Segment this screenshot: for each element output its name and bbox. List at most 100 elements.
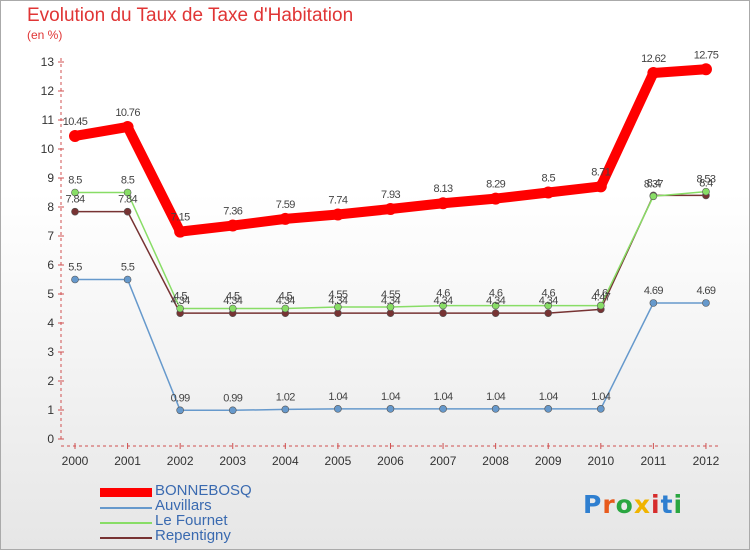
series-auvillars	[71, 275, 710, 415]
data-label-le-fournet-2007: 4.6	[436, 288, 450, 300]
x-tick-label-2007: 2007	[430, 454, 457, 468]
data-label-bonnebosq-2003: 7.36	[223, 206, 242, 218]
data-label-le-fournet-2000: 8.5	[68, 175, 82, 187]
data-point-le-fournet-2009	[544, 301, 553, 310]
series-le-fournet	[71, 187, 710, 313]
data-label-repentigny-2001: 7.84	[118, 194, 137, 206]
x-tick-label-2009: 2009	[535, 454, 562, 468]
data-label-auvillars-2008: 1.04	[486, 391, 505, 403]
y-tick-label-12: 12	[41, 84, 55, 98]
data-point-auvillars-2007	[439, 405, 447, 413]
legend-swatch-repentigny	[100, 537, 152, 539]
data-point-auvillars-2001	[123, 275, 132, 284]
series-bonnebosq	[69, 63, 712, 238]
data-label-repentigny-2003: 4.34	[223, 295, 242, 307]
y-tick-label-7: 7	[47, 229, 54, 243]
data-label-bonnebosq-2011: 12.62	[641, 53, 666, 65]
legend-swatch-auvillars	[100, 507, 152, 509]
data-label-bonnebosq-2002: 7.15	[171, 212, 190, 224]
data-label-bonnebosq-2007: 8.13	[434, 183, 453, 195]
logo-letter: i	[651, 490, 661, 519]
y-tick-label-4: 4	[47, 316, 54, 330]
logo-letter: o	[615, 490, 634, 519]
y-tick-label-1: 1	[47, 403, 54, 417]
data-point-repentigny-2008	[491, 309, 500, 317]
data-label-bonnebosq-2010: 8.71	[591, 166, 610, 178]
data-label-le-fournet-2002: 4.5	[173, 291, 187, 303]
data-label-repentigny-2000: 7.84	[65, 194, 84, 206]
data-label-auvillars-2004: 1.02	[276, 391, 295, 403]
data-label-repentigny-2004: 4.34	[276, 295, 295, 307]
y-tick-label-13: 13	[41, 55, 55, 69]
y-tick-label-10: 10	[41, 142, 55, 156]
data-point-auvillars-2010	[596, 405, 605, 413]
data-point-bonnebosq-2010	[594, 180, 607, 193]
data-point-auvillars-2011	[649, 299, 658, 307]
data-label-repentigny-2011: 8.4	[647, 177, 661, 189]
data-label-bonnebosq-2008: 8.29	[486, 179, 505, 191]
x-tick-label-2002: 2002	[167, 454, 194, 468]
data-label-le-fournet-2008: 4.6	[489, 288, 503, 300]
data-point-bonnebosq-2007	[437, 197, 450, 210]
data-label-repentigny-2002: 4.34	[171, 295, 190, 307]
legend-label-auvillars: Auvillars	[155, 497, 212, 514]
legend-swatch-le-fournet	[100, 522, 152, 524]
data-label-auvillars-2011: 4.69	[644, 285, 663, 297]
data-point-repentigny-2009	[544, 309, 553, 317]
data-label-repentigny-2007: 4.34	[434, 295, 453, 307]
y-tick-label-0: 0	[47, 432, 54, 446]
data-point-repentigny-2000	[71, 207, 79, 216]
data-point-auvillars-2002	[176, 406, 184, 415]
y-tick-label-3: 3	[47, 345, 54, 359]
data-label-auvillars-2009: 1.04	[539, 391, 558, 403]
data-label-bonnebosq-2006: 7.93	[381, 189, 400, 201]
data-label-auvillars-2000: 5.5	[68, 262, 82, 274]
data-label-auvillars-2003: 0.99	[223, 392, 242, 404]
data-label-repentigny-2008: 4.34	[486, 295, 505, 307]
data-point-auvillars-2005	[334, 405, 342, 413]
data-label-le-fournet-2004: 4.5	[279, 291, 293, 303]
data-point-auvillars-2004	[281, 405, 290, 414]
logo-letter: t	[660, 490, 674, 519]
data-point-le-fournet-2001	[123, 188, 132, 197]
x-tick-label-2000: 2000	[62, 454, 89, 468]
data-label-repentigny-2006: 4.34	[381, 295, 400, 307]
x-tick-label-2001: 2001	[114, 454, 141, 468]
data-point-bonnebosq-2005	[331, 208, 344, 221]
data-point-bonnebosq-2001	[121, 120, 134, 133]
x-tick-label-2005: 2005	[325, 454, 352, 468]
legend-label-bonnebosq: BONNEBOSQ	[155, 482, 252, 499]
logo-letter: x	[633, 490, 651, 519]
data-label-repentigny-2009: 4.34	[539, 295, 558, 307]
data-point-auvillars-2012	[702, 299, 710, 307]
x-tick-label-2008: 2008	[482, 454, 509, 468]
y-tick-label-6: 6	[47, 258, 54, 272]
legend-label-repentigny: Repentigny	[155, 527, 231, 544]
x-tick-label-2003: 2003	[219, 454, 246, 468]
data-label-le-fournet-2006: 4.55	[381, 289, 400, 301]
data-point-auvillars-2009	[544, 405, 553, 413]
data-label-auvillars-2007: 1.04	[434, 391, 453, 403]
chart-subtitle: (en %)	[27, 28, 63, 42]
data-point-repentigny-2001	[123, 207, 132, 216]
logo-letter: P	[583, 490, 603, 519]
data-label-repentigny-2012: 8.4	[699, 177, 713, 189]
data-point-auvillars-2003	[228, 406, 237, 415]
data-point-le-fournet-2005	[334, 303, 342, 311]
data-point-le-fournet-2010	[596, 301, 605, 310]
x-tick-label-2010: 2010	[587, 454, 614, 468]
y-tick-label-9: 9	[47, 171, 54, 185]
data-label-bonnebosq-2000: 10.45	[63, 116, 88, 128]
y-tick-label-11: 11	[42, 113, 55, 127]
chart-title: Evolution du Taux de Taxe d'Habitation	[27, 5, 354, 26]
x-tick-label-2006: 2006	[377, 454, 404, 468]
x-tick-label-2004: 2004	[272, 454, 299, 468]
legend-label-le-fournet: Le Fournet	[155, 512, 228, 529]
data-label-auvillars-2012: 4.69	[696, 285, 715, 297]
data-label-auvillars-2002: 0.99	[171, 392, 190, 404]
data-point-bonnebosq-2009	[542, 186, 555, 199]
data-label-repentigny-2005: 4.34	[328, 295, 347, 307]
data-point-le-fournet-2003	[228, 304, 237, 313]
